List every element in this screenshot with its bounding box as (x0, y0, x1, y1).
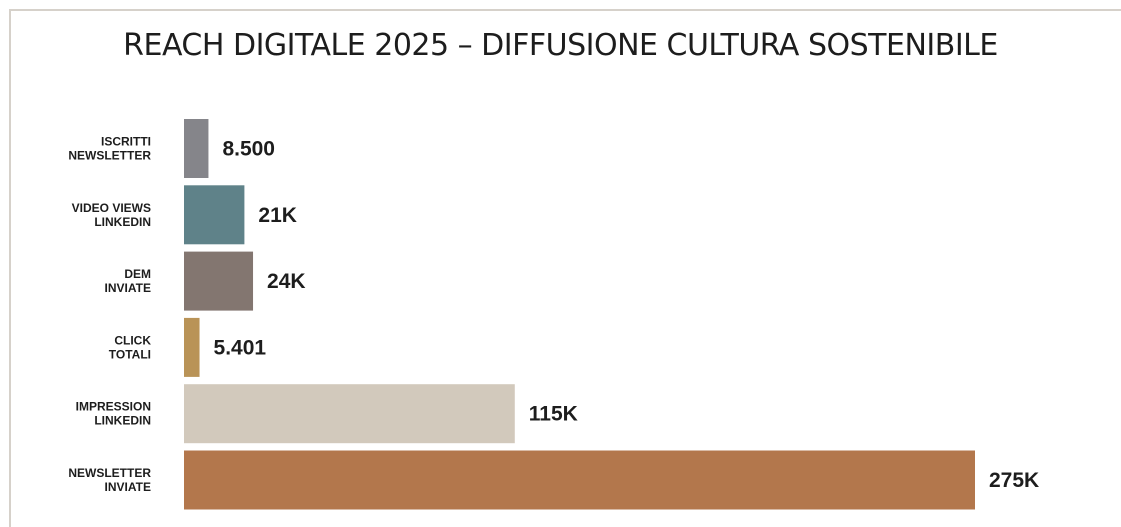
category-label-2-1: INVIATE (105, 281, 151, 295)
category-label-4-0: IMPRESSION (76, 400, 151, 414)
category-label-1-1: LINKEDIN (94, 215, 151, 229)
bar-0 (184, 119, 209, 178)
category-label-2-0: DEM (124, 267, 151, 281)
bar-4 (184, 384, 515, 444)
value-label-2: 24K (267, 270, 306, 293)
bar-3 (184, 317, 200, 377)
category-label-4-1: LINKEDIN (94, 414, 151, 428)
category-label-1-0: VIDEO VIEWS (72, 201, 151, 215)
category-label-0-0: ISCRITTI (101, 135, 151, 149)
chart-title: REACH DIGITALE 2025 – DIFFUSIONE CULTURA… (123, 28, 998, 63)
value-label-5: 275K (989, 469, 1039, 492)
category-label-5-0: NEWSLETTER (68, 466, 151, 480)
value-label-1: 21K (258, 204, 297, 227)
bar-5 (184, 450, 975, 510)
value-label-3: 5.401 (214, 336, 267, 359)
category-label-3-1: TOTALI (109, 347, 151, 361)
bar-2 (184, 251, 254, 311)
category-label-5-1: INVIATE (105, 480, 151, 494)
category-label-0-1: NEWSLETTER (68, 149, 151, 163)
category-label-3-0: CLICK (114, 333, 151, 347)
bar-1 (184, 185, 245, 245)
value-label-0: 8.500 (222, 138, 275, 161)
value-label-4: 115K (529, 403, 578, 426)
